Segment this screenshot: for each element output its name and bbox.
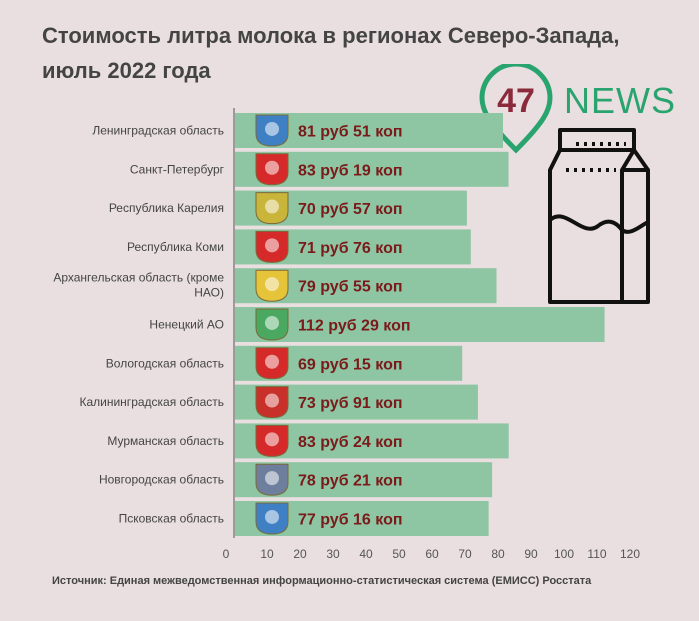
value-label: 78 руб 21 коп [298,473,403,490]
x-tick-label: 30 [326,547,340,561]
x-tick-label: 80 [491,547,505,561]
category-label: Вологодская область [106,356,224,370]
value-label: 83 руб 19 коп [298,162,403,179]
category-label: НАО) [194,286,224,300]
value-label: 81 руб 51 коп [298,124,403,141]
x-tick-label: 70 [458,547,472,561]
category-label: Архангельская область (кроме [53,271,224,285]
value-label: 70 руб 57 коп [298,201,403,218]
x-tick-label: 60 [425,547,439,561]
x-tick-label: 100 [554,547,574,561]
category-label: Ненецкий АО [149,318,224,332]
x-tick-label: 0 [223,547,230,561]
crest-emblem [265,121,279,136]
crest-emblem [265,277,279,292]
crest-emblem [265,199,279,214]
x-tick-label: 50 [392,547,406,561]
chart-title: Стоимость литра молока в регионах Северо… [42,23,620,83]
x-tick-label: 40 [359,547,373,561]
47news-logo[interactable]: 47 [478,64,693,154]
category-label: Ленинградская область [92,124,224,138]
value-label: 69 руб 15 коп [298,356,403,373]
x-tick-label: 20 [293,547,307,561]
logo-word: NEWS [564,80,676,121]
logo-number: 47 [497,82,535,120]
crest-emblem [265,432,279,447]
category-label: Псковская область [119,512,224,526]
crest-emblem [265,509,279,524]
x-tick-label: 90 [524,547,538,561]
x-tick-label: 110 [587,547,606,561]
x-tick-label: 10 [260,547,274,561]
crest-emblem [265,471,279,486]
category-label: Республика Коми [127,240,224,254]
source-note: Источник: Единая межведомственная информ… [52,575,592,587]
crest-emblem [265,160,279,175]
crest-emblem [265,315,279,330]
value-label: 79 руб 55 коп [298,279,403,296]
value-label: 83 руб 24 коп [298,434,403,451]
category-label: Санкт-Петербург [130,162,225,176]
category-label: Республика Карелия [109,201,224,215]
x-tick-label: 120 [620,547,640,561]
value-label: 73 руб 91 коп [298,395,403,412]
crest-emblem [265,238,279,253]
crest-emblem [265,393,279,408]
category-label: Калининградская область [79,395,224,409]
location-pin-icon [479,64,553,154]
value-label: 112 руб 29 коп [298,318,411,335]
milk-carton-icon [548,128,650,304]
category-label: Мурманская область [107,434,224,448]
value-label: 71 руб 76 коп [298,240,403,257]
value-label: 77 руб 16 коп [298,512,403,529]
category-label: Новгородская область [99,473,224,487]
crest-emblem [265,354,279,369]
bar [235,307,605,342]
